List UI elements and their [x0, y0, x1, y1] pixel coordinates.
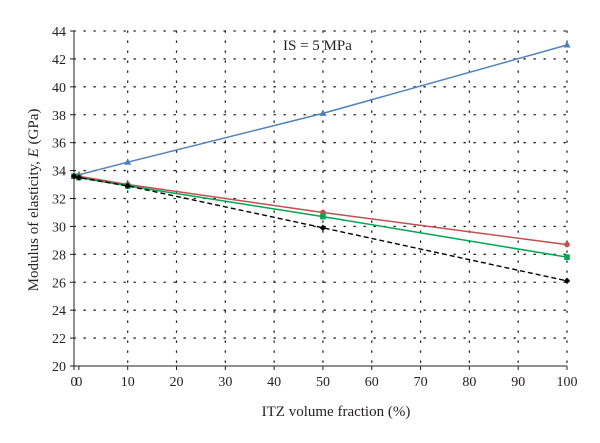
y-tick-label: 24 [52, 304, 66, 319]
y-tick-label: 30 [52, 220, 66, 235]
series-1-line [73, 44, 568, 177]
x-tick-label: 80 [462, 375, 476, 390]
series-group [70, 40, 571, 285]
series-4-point [75, 174, 83, 181]
y-tick-label: 38 [52, 109, 66, 124]
y-tick-label: 32 [52, 193, 66, 208]
series-3-point [320, 213, 326, 220]
x-tick-label: 0 [75, 375, 82, 390]
grid [73, 30, 568, 367]
series-1-point [563, 40, 571, 48]
series-2-point [564, 241, 570, 248]
y-tick-label: 34 [52, 165, 66, 180]
x-tick-label: 50 [316, 375, 330, 390]
y-tick-label: 22 [52, 332, 66, 347]
series-2-line [74, 175, 568, 246]
x-axis-title: ITZ volume fraction (%) [262, 404, 411, 420]
y-tick-label: 28 [52, 248, 66, 263]
y-tick-label: 44 [52, 25, 66, 40]
y-tick-label: 42 [52, 53, 66, 68]
x-tick-label: 90 [511, 375, 525, 390]
x-tick-label: 40 [267, 375, 281, 390]
x-tick-label: 20 [170, 375, 184, 390]
annotation: IS = 5 MPa [283, 38, 352, 54]
y-tick-label: 40 [52, 81, 66, 96]
y-tick-label: 26 [52, 276, 66, 291]
y-axis-title-unit: (GPa) [26, 109, 42, 149]
x-tick-label: 70 [414, 375, 428, 390]
y-axis-title: Modulus of elasticity, E (GPa) [26, 109, 42, 292]
x-tick-label: 10 [121, 375, 135, 390]
series-1-point [319, 109, 327, 116]
x-tick-label: 60 [365, 375, 379, 390]
x-tick-label: 30 [218, 375, 232, 390]
y-axis-title-main: Modulus of elasticity, [26, 157, 42, 291]
series-4-point [70, 172, 78, 180]
y-axis-title-var: E [26, 148, 42, 158]
series-3-point [564, 254, 570, 260]
x-tick-label: 100 [557, 375, 578, 390]
y-tick-label: 20 [52, 360, 66, 375]
tick-labels: 20 22 24 26 28 30 32 34 36 38 40 42 44 00 10 20 30 40 50 60… [52, 25, 578, 390]
series-4-point [124, 182, 131, 190]
axes [70, 30, 568, 370]
series-4-point [319, 224, 327, 232]
y-tick-label: 36 [52, 137, 66, 152]
x-tick-label: 0 [71, 375, 78, 390]
series-1-point [124, 158, 132, 165]
series-4-point [563, 277, 571, 285]
